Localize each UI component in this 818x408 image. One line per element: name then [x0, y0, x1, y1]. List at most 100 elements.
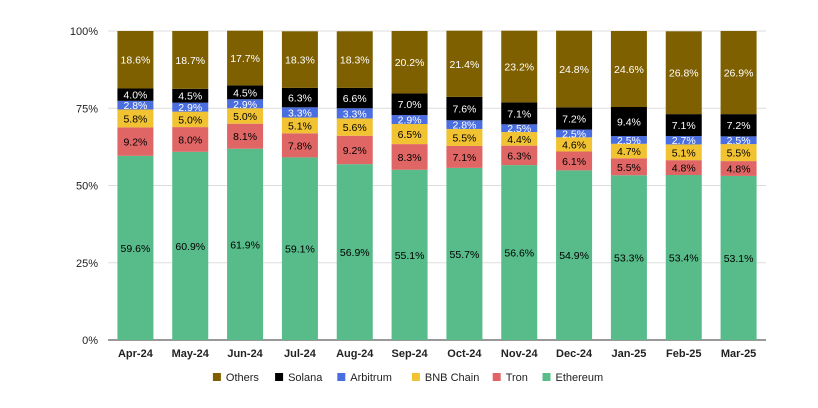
data-label: 8.3% [398, 152, 422, 164]
data-label: 6.3% [507, 150, 531, 162]
legend: Others Solana Arbitrum BNB Chain Tron Ethereu… [212, 372, 603, 384]
data-label: 18.3% [340, 55, 370, 67]
data-label: 9.2% [343, 145, 367, 157]
bar-segment-solana [336, 87, 373, 109]
data-label: 5.0% [233, 111, 257, 123]
bar-segment-others [281, 31, 318, 88]
x-tick-label: Feb-25 [666, 348, 701, 360]
bar-segment-arbitrum [446, 120, 483, 129]
bar-segment-ethereum [446, 167, 483, 340]
bar-segment-arbitrum [172, 102, 209, 112]
bar-segment-arbitrum [281, 107, 318, 118]
data-label: 2.7% [672, 135, 696, 147]
x-tick-label: Oct-24 [447, 348, 482, 360]
data-label: 7.6% [452, 104, 476, 116]
data-label: 7.0% [398, 99, 422, 111]
bar-segment-arbitrum [501, 124, 538, 133]
data-label: 55.7% [450, 249, 480, 261]
data-label: 4.0% [123, 90, 147, 102]
data-label: 2.5% [617, 135, 641, 147]
x-tick-label: Apr-24 [118, 348, 154, 360]
y-tick-label: 25% [76, 258, 98, 270]
bar-segment-others [501, 30, 538, 103]
bar-segment-arbitrum [665, 136, 702, 145]
bar-segment-others [446, 30, 483, 97]
data-label: 21.4% [450, 59, 480, 71]
data-label: 6.3% [288, 93, 312, 105]
bar-segment-ethereum [391, 169, 428, 340]
data-label: 2.9% [178, 102, 202, 114]
bar-segment-arbitrum [336, 108, 373, 119]
data-label: 2.9% [233, 99, 257, 111]
bar-segment-others [336, 31, 373, 88]
y-tick-label: 0% [82, 335, 98, 347]
data-label: 53.3% [614, 253, 644, 265]
bar-segment-ethereum [610, 175, 647, 340]
bar-segment-bnb-chain [281, 117, 318, 134]
bars: 59.6%9.2%5.8%2.8%4.0%18.6%60.9%8.0%5.0%2… [117, 30, 757, 340]
x-tick-label: Jan-25 [611, 348, 646, 360]
data-label: 61.9% [230, 239, 260, 251]
legend-swatch [275, 373, 284, 381]
data-label: 8.1% [233, 131, 257, 143]
bar-segment-bnb-chain [117, 109, 154, 128]
legend-swatch [542, 373, 551, 381]
data-label: 18.6% [121, 55, 151, 67]
bar-segment-tron [556, 151, 593, 171]
bar-segment-others [720, 31, 757, 115]
bar-segment-solana [610, 107, 647, 137]
legend-swatch [212, 373, 221, 381]
data-label: 7.2% [727, 120, 751, 132]
data-label: 2.5% [727, 135, 751, 147]
bar-segment-ethereum [665, 174, 702, 340]
legend-swatch [411, 373, 420, 381]
y-tick-label: 75% [76, 103, 98, 115]
data-label: 4.8% [727, 164, 751, 176]
bar-segment-tron [336, 135, 373, 165]
bar-segment-ethereum [172, 151, 209, 340]
data-label: 6.6% [343, 93, 367, 105]
data-label: 4.8% [672, 163, 696, 175]
bar-segment-ethereum [720, 175, 757, 340]
bar-segment-others [610, 31, 647, 108]
data-label: 8.0% [178, 134, 202, 146]
x-tick-label: Jun-24 [227, 348, 263, 360]
x-tick-label: May-24 [172, 348, 210, 360]
gridlines [108, 30, 766, 341]
legend-swatch [337, 373, 346, 381]
bar-segment-solana [720, 114, 757, 137]
data-label: 59.1% [285, 244, 315, 256]
bar-segment-ethereum [227, 148, 264, 340]
data-label: 2.5% [562, 128, 586, 140]
bar-segment-arbitrum [391, 115, 428, 125]
legend-label: Tron [506, 372, 528, 384]
bar-segment-solana [556, 107, 593, 130]
data-label: 56.6% [504, 248, 534, 260]
bar-segment-bnb-chain [172, 111, 209, 128]
data-label: 18.3% [285, 55, 315, 67]
data-label: 26.8% [669, 68, 699, 80]
data-label: 56.9% [340, 247, 370, 259]
data-label: 5.5% [452, 132, 476, 144]
y-tick-label: 50% [76, 181, 98, 193]
data-label: 59.6% [121, 243, 151, 255]
data-label: 54.9% [559, 250, 589, 262]
y-axis: 0% 25% 50% 75% 100% [70, 26, 98, 347]
data-label: 6.1% [562, 156, 586, 168]
bar-segment-bnb-chain [665, 144, 702, 161]
bar-segment-solana [281, 87, 318, 108]
data-label: 3.3% [343, 108, 367, 120]
data-label: 4.7% [617, 146, 641, 158]
bar-segment-tron [720, 161, 757, 176]
bar-segment-tron [391, 144, 428, 170]
legend-label: Others [226, 372, 260, 384]
bar-segment-ethereum [281, 157, 318, 340]
bar-segment-others [172, 31, 209, 89]
bar-segment-tron [665, 160, 702, 175]
data-label: 5.1% [288, 120, 312, 132]
bar-segment-arbitrum [610, 136, 647, 144]
data-label: 2.9% [398, 115, 422, 127]
bar-segment-solana [172, 88, 209, 103]
bar-segment-others [117, 31, 154, 89]
